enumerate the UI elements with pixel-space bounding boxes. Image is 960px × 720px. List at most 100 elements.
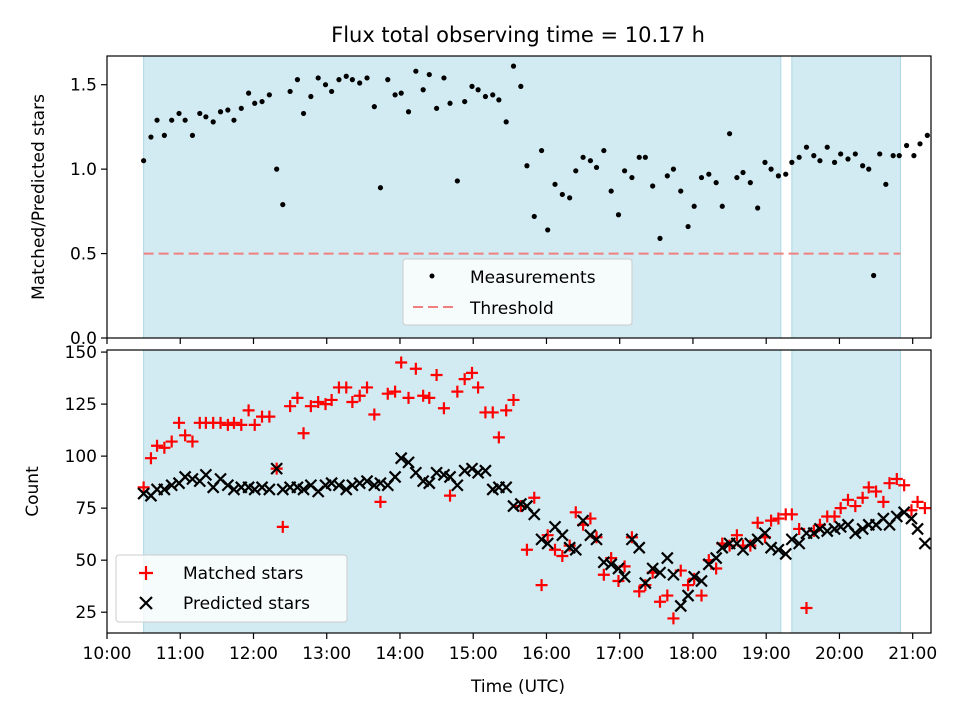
matched-star-point <box>158 441 171 454</box>
x-tick-label: 13:00 <box>302 644 351 664</box>
predicted-star-point <box>137 487 150 500</box>
legend-measurements-marker <box>429 273 435 279</box>
predicted-star-point <box>764 541 778 554</box>
predicted-star-point <box>255 481 269 494</box>
measurement-point <box>280 201 286 208</box>
matched-star-point <box>549 543 562 556</box>
measurement-point <box>510 63 517 69</box>
measurement-point <box>726 131 733 137</box>
predicted-star-point <box>178 470 192 484</box>
matched-star-point <box>284 400 297 413</box>
matched-star-point <box>179 429 192 442</box>
matched-star-point <box>911 495 924 508</box>
predicted-star-point <box>507 499 520 513</box>
measurement-point <box>629 174 635 181</box>
x-tick-label: 17:00 <box>595 644 644 664</box>
matched-star-point <box>890 473 903 486</box>
legend-measurements-label: Measurements <box>470 268 596 288</box>
predicted-star-point <box>541 537 554 550</box>
matched-star-point <box>535 579 548 592</box>
matched-star-point <box>417 389 430 402</box>
predicted-star-point <box>681 589 695 602</box>
measurement-point <box>831 159 838 165</box>
predicted-star-point <box>165 478 178 492</box>
measurement-point <box>871 272 877 279</box>
measurement-point <box>719 203 725 209</box>
measurement-point <box>454 178 460 184</box>
measurement-point <box>890 153 896 159</box>
measurement-point <box>642 154 648 160</box>
predicted-star-point <box>297 483 310 496</box>
matched-star-point <box>186 435 199 448</box>
measurement-point <box>274 166 280 172</box>
matched-star-point <box>276 520 289 533</box>
top-panel: 0.0 0.5 1.0 1.5 Matched/Predicted stars Mea… <box>29 55 932 349</box>
matched-star-point <box>423 391 436 404</box>
predicted-star-point <box>911 522 924 536</box>
matched-star-point <box>486 406 499 419</box>
predicted-star-point <box>779 547 793 561</box>
measurement-point <box>434 105 440 111</box>
legend-matched-label: Matched stars <box>183 564 303 584</box>
matched-star-point <box>898 479 911 492</box>
measurement-point <box>482 93 489 100</box>
predicted-star-point <box>772 543 785 557</box>
matched-star-point <box>248 418 261 431</box>
predicted-star-point <box>597 555 611 569</box>
measurement-point <box>518 83 524 89</box>
measurement-point <box>866 166 872 172</box>
measurement-point <box>650 183 656 189</box>
predicted-star-point <box>584 528 597 542</box>
predicted-star-point <box>612 562 625 575</box>
shaded-interval-2 <box>791 349 901 634</box>
x-tick-label: 18:00 <box>668 644 717 664</box>
measurement-point <box>531 213 537 220</box>
matched-star-point <box>528 491 541 504</box>
measurement-point <box>917 141 923 147</box>
measurement-point <box>573 168 579 174</box>
measurement-point <box>385 77 391 83</box>
predicted-star-point <box>905 512 918 525</box>
predicted-star-point <box>785 533 799 546</box>
measurement-point <box>713 180 719 186</box>
matched-star-point <box>682 579 695 592</box>
predicted-star-point <box>820 524 834 538</box>
measurement-point <box>559 191 565 198</box>
top-y-tick-label: 1.5 <box>70 76 97 96</box>
measurement-point <box>308 93 314 100</box>
predicted-star-point <box>695 574 708 588</box>
top-x-ticks <box>106 338 914 344</box>
predicted-star-point <box>499 481 513 494</box>
predicted-star-point <box>687 570 701 584</box>
predicted-star-point <box>715 541 729 554</box>
legend-threshold-label: Threshold <box>469 299 554 319</box>
measurement-point <box>405 109 412 115</box>
measurement-point <box>182 117 188 123</box>
matched-star-point <box>227 416 240 429</box>
matched-star-point <box>340 381 353 394</box>
measurement-point <box>678 188 684 194</box>
measurement-point <box>336 77 342 83</box>
matched-star-point <box>918 502 931 515</box>
measurement-point <box>287 88 293 95</box>
x-tick-label: 19:00 <box>742 644 791 664</box>
top-y-tick-label: 0.5 <box>70 245 97 265</box>
measurement-point <box>315 75 321 81</box>
measurement-point <box>615 212 622 218</box>
matched-star-point <box>444 489 457 502</box>
bottom-y-tick-label: 75 <box>75 499 97 519</box>
measurement-point <box>768 166 774 172</box>
measurement-point <box>420 87 426 93</box>
bottom-legend: Matched stars Predicted stars <box>115 554 348 623</box>
measurement-point <box>189 132 196 138</box>
measurement-point <box>924 132 930 138</box>
matched-star-point <box>235 418 248 431</box>
measurement-point <box>392 92 398 98</box>
matched-star-point <box>625 531 638 544</box>
predicted-star-point <box>325 476 338 490</box>
measurement-point <box>371 104 377 110</box>
measurement-point <box>636 154 642 160</box>
matched-star-point <box>402 391 415 404</box>
measurement-point <box>762 159 768 165</box>
matched-star-point <box>772 512 785 525</box>
